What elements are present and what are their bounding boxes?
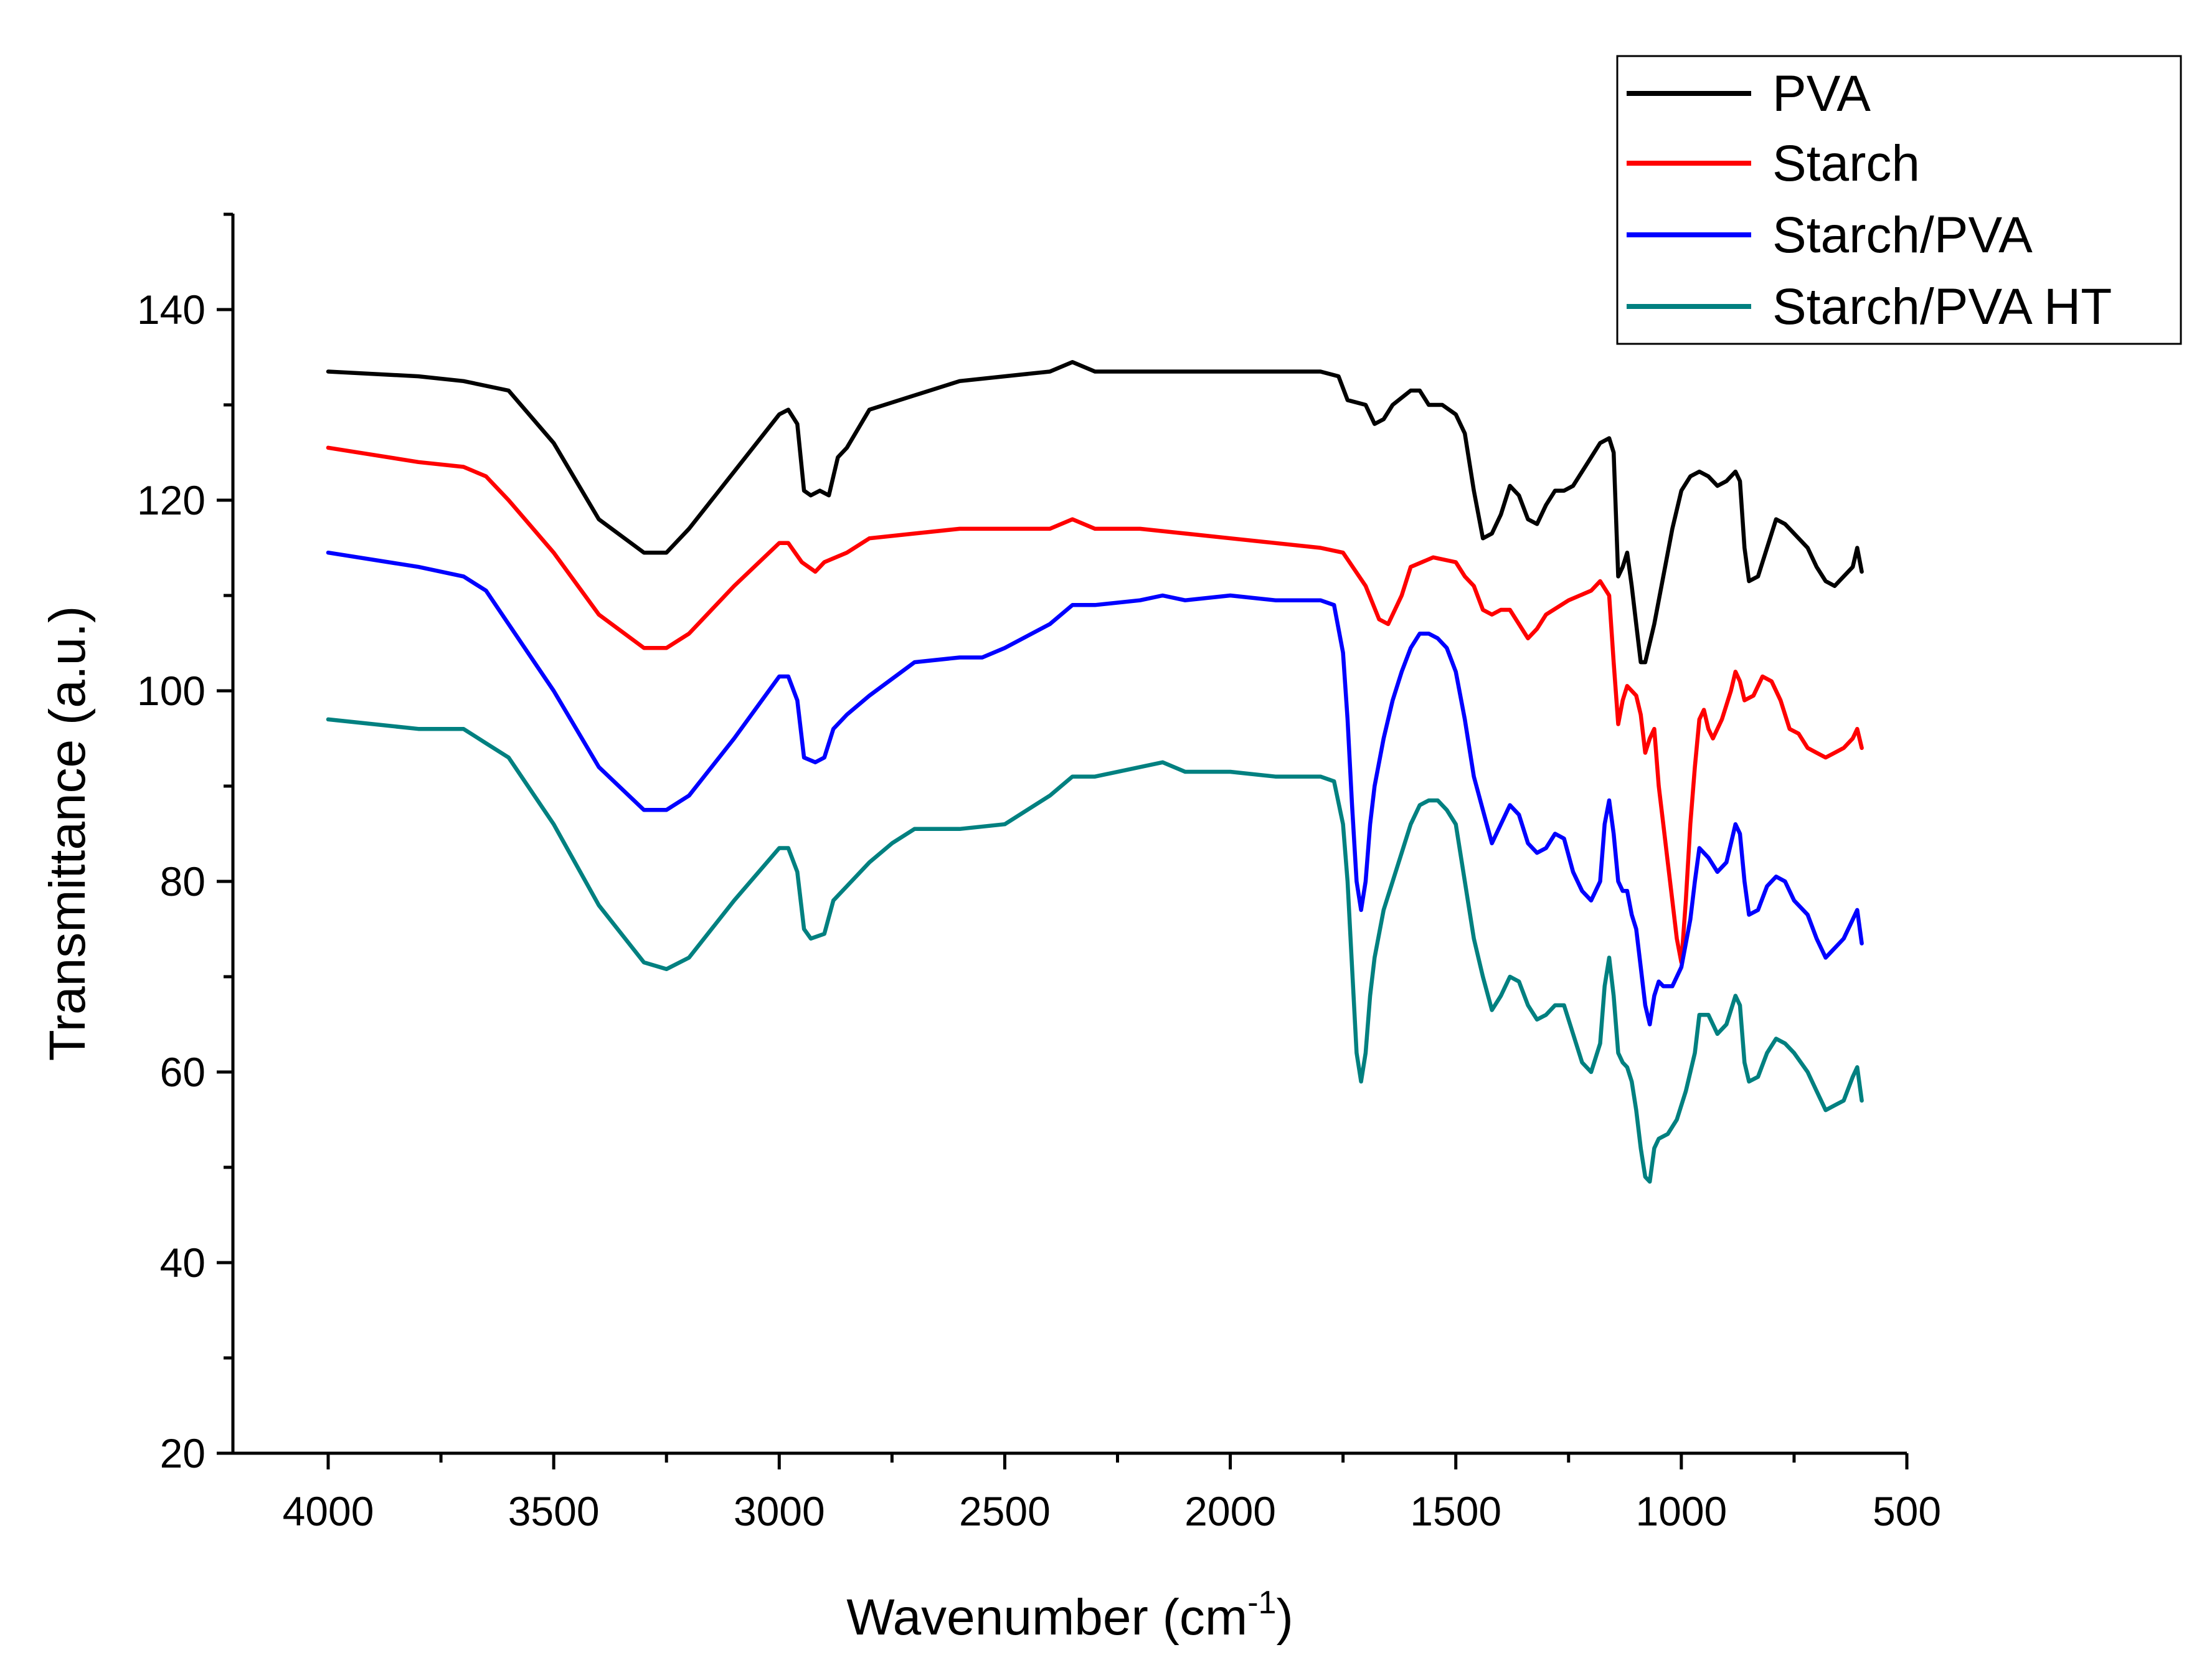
x-axis-title-superscript: -1 [1247, 1585, 1276, 1621]
series-line-pva [326, 359, 1864, 665]
series-line-starch-pva [326, 550, 1864, 1027]
x-tick-label: 500 [1873, 1488, 1941, 1534]
y-tick-label: 20 [160, 1430, 206, 1476]
y-tick-label: 80 [160, 858, 206, 904]
ticks-group: 4000 3500 3000 2500 2000 1500 1000 500 20 40 60 80 1… [137, 212, 1941, 1534]
y-tick-label: 60 [160, 1049, 206, 1095]
y-tick-label: 120 [137, 477, 206, 523]
x-tick-label: 2500 [959, 1488, 1051, 1534]
series-group [326, 359, 1864, 1184]
legend-label-pva: PVA [1772, 65, 1871, 122]
legend-label-starch-pva: Starch/PVA [1772, 207, 2033, 263]
legend-label-starch-pva-ht: Starch/PVA HT [1772, 278, 2112, 335]
x-tick-label: 4000 [283, 1488, 374, 1534]
x-axis-title: Wavenumber (cm-1) [846, 1585, 1293, 1646]
x-axis-title-main: Wavenumber (cm [846, 1589, 1247, 1646]
legend-box [1616, 55, 2182, 345]
y-tick-label: 100 [137, 668, 206, 714]
series-line-starch-pva-ht [326, 717, 1864, 1184]
x-tick-label: 1000 [1635, 1488, 1727, 1534]
x-tick-label: 3500 [508, 1488, 600, 1534]
x-tick-label: 3000 [734, 1488, 825, 1534]
x-tick-label: 2000 [1184, 1488, 1276, 1534]
x-tick-label: 1500 [1410, 1488, 1501, 1534]
series-line-starch [326, 445, 1864, 965]
y-axis-title: Transmittance (a.u.) [39, 606, 96, 1061]
y-tick-label: 140 [137, 287, 206, 333]
x-axis-title-suffix: ) [1276, 1589, 1293, 1646]
y-tick-label: 40 [160, 1240, 206, 1286]
legend: PVA Starch Starch/PVA Starch/PVA HT [1616, 55, 2182, 345]
legend-label-starch: Starch [1772, 135, 1920, 192]
axes-group [231, 214, 1907, 1455]
